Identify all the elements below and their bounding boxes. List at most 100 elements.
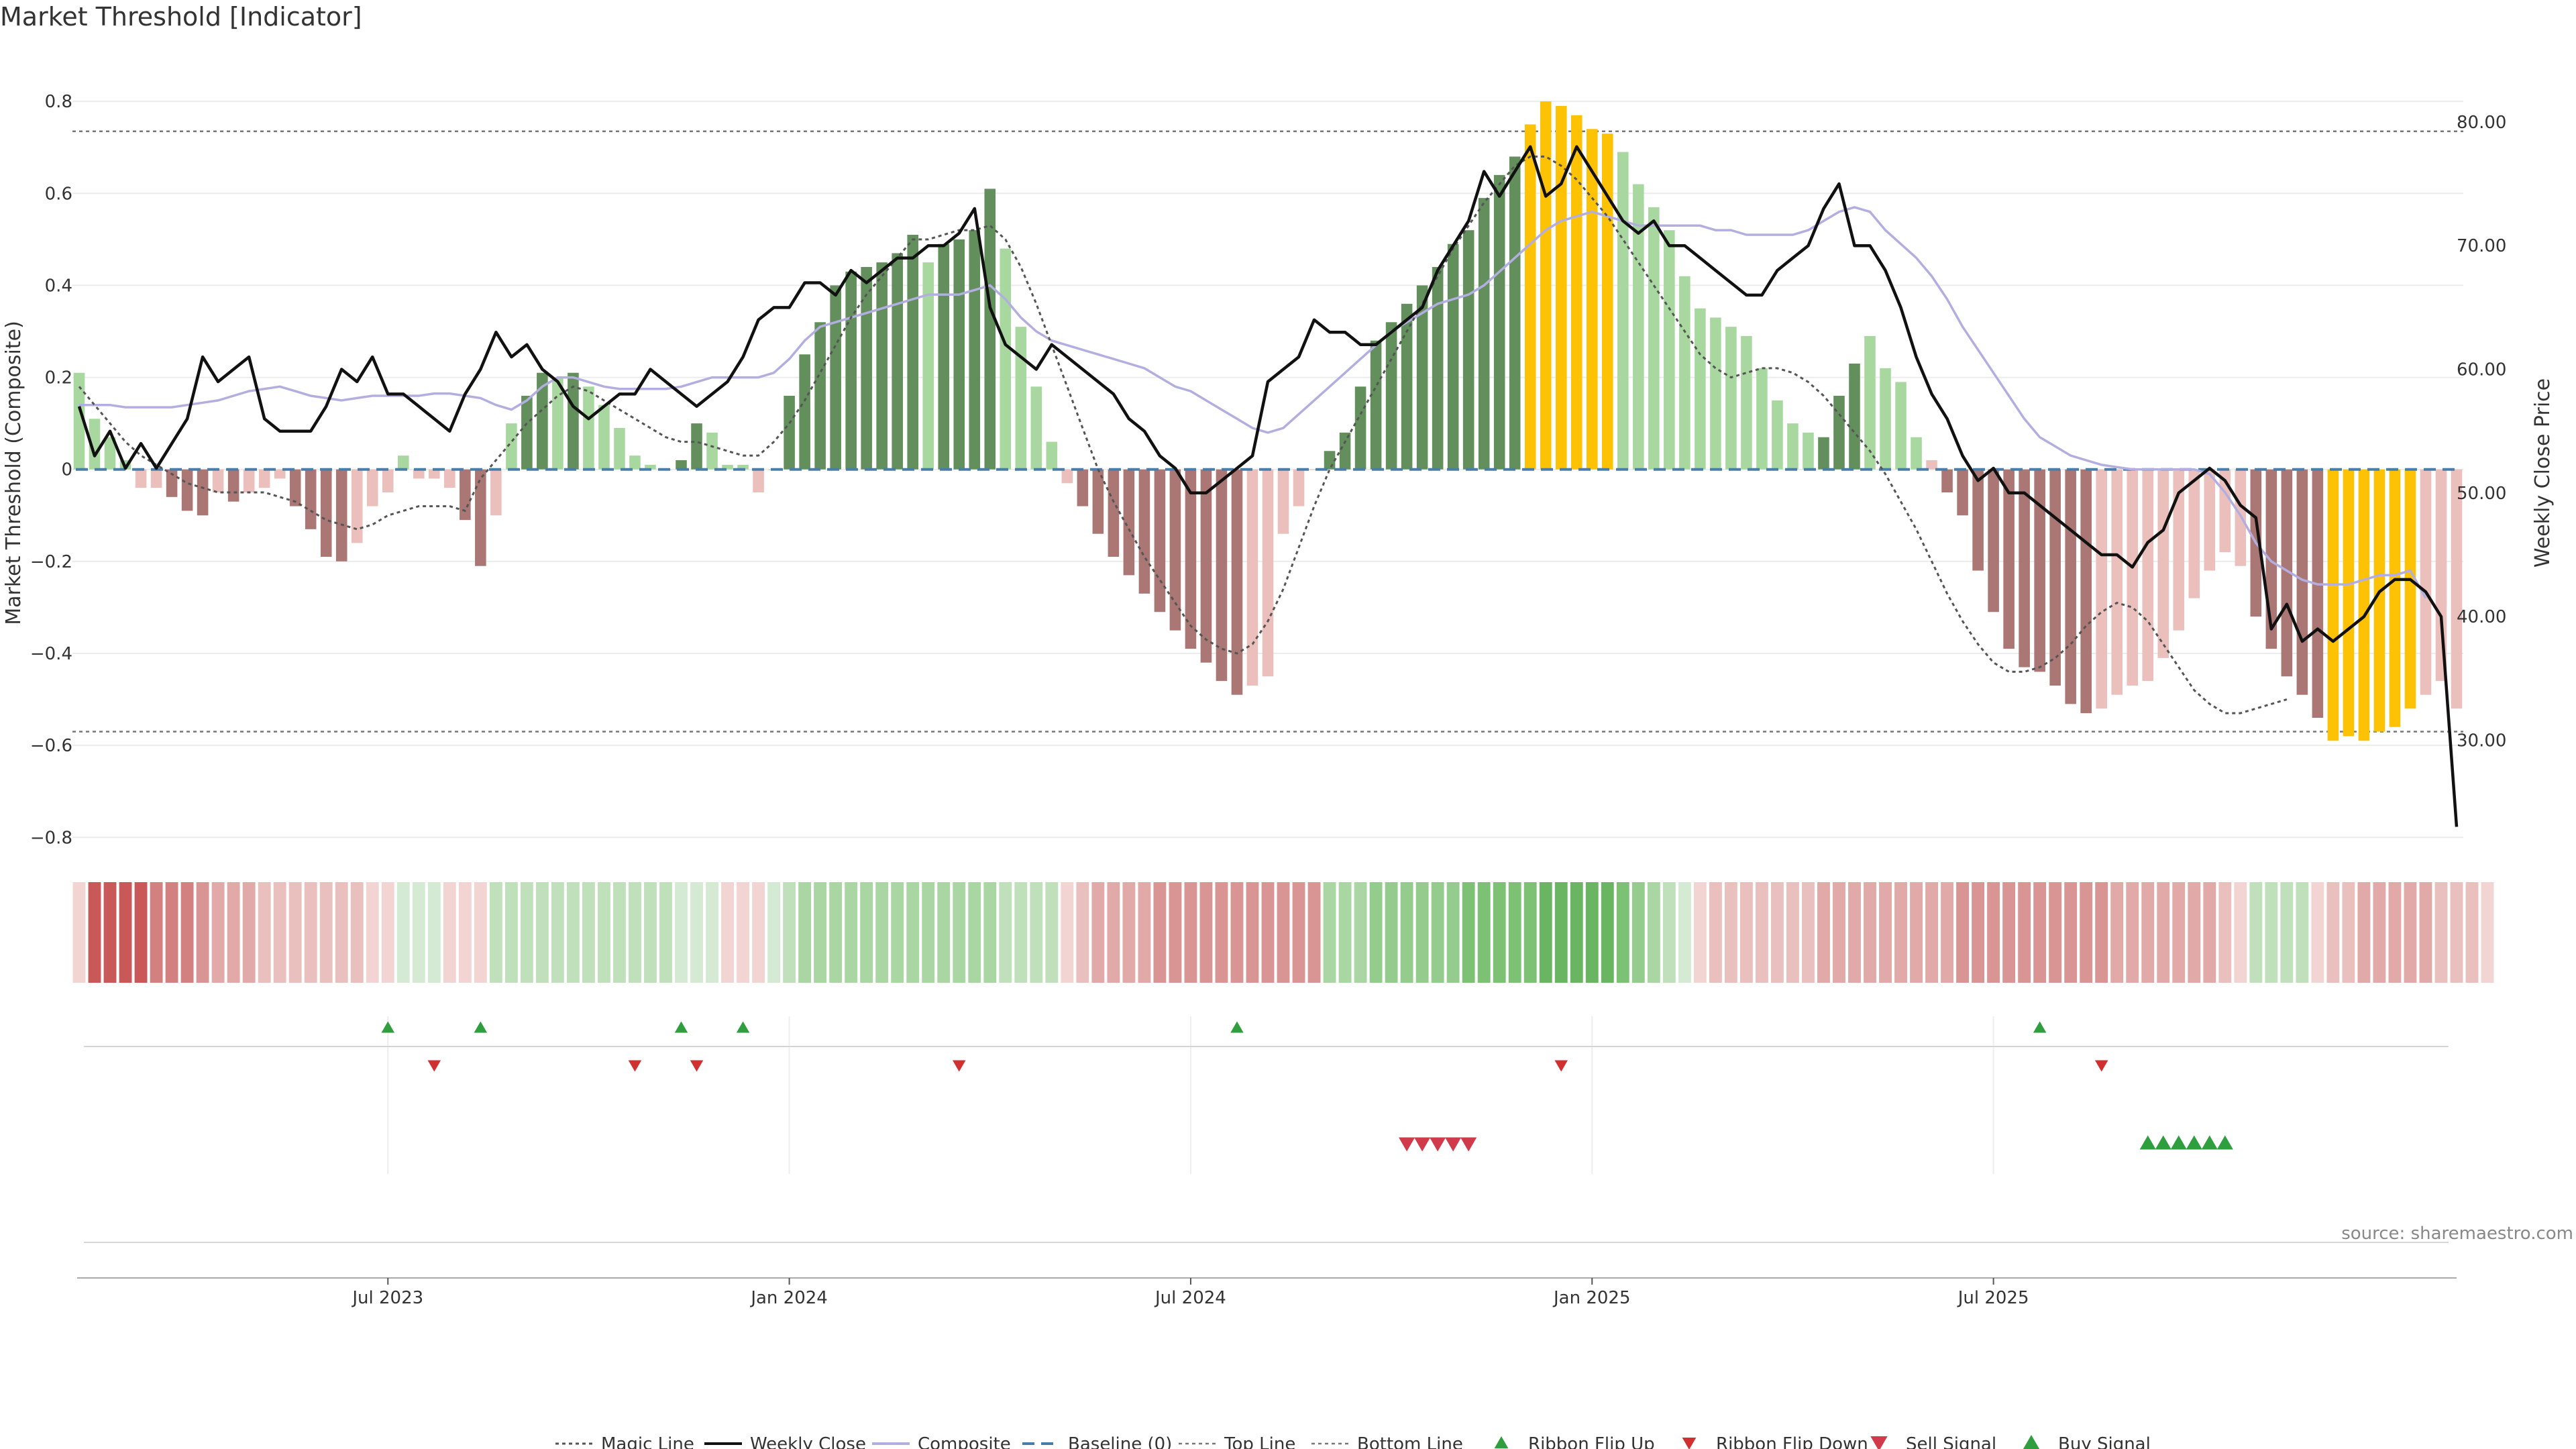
y-tick-label: −0.2 <box>30 552 72 572</box>
ribbon-cell <box>2419 882 2432 983</box>
ribbon-cell <box>2080 882 2093 983</box>
ribbon-cell <box>1941 882 1954 983</box>
ribbon-cell <box>1786 882 1799 983</box>
composite-bar <box>460 469 471 521</box>
ribbon-cell <box>1879 882 1892 983</box>
ribbon-cell <box>706 882 718 983</box>
composite-line <box>79 206 2427 599</box>
ribbon-cell <box>227 882 240 983</box>
composite-bar <box>722 464 733 470</box>
y-tick-label: −0.4 <box>30 644 72 664</box>
composite-bar <box>1447 244 1459 470</box>
y2-tick-label: 60.00 <box>2457 360 2506 380</box>
ribbon-cell <box>644 882 657 983</box>
composite-bar <box>1648 207 1660 470</box>
composite-bar <box>1695 308 1706 470</box>
ribbon-cell <box>767 882 781 983</box>
composite-bar <box>861 267 872 470</box>
ribbon-cell <box>953 882 966 983</box>
sell-signal-marker <box>1445 1137 1462 1152</box>
composite-bar <box>1617 152 1629 470</box>
y2-axis-label: Weekly Close Price <box>2531 378 2555 568</box>
ribbon-cell <box>1972 882 1985 983</box>
composite-bar <box>135 469 147 488</box>
ribbon-cell <box>937 882 951 983</box>
composite-bar <box>1246 469 1258 686</box>
composite-bar <box>537 372 548 470</box>
composite-bar <box>1679 276 1690 470</box>
ribbon-cell <box>1709 882 1722 983</box>
ribbon-flip-up-marker <box>1230 1021 1244 1033</box>
ribbon-cell <box>798 882 812 983</box>
legend-label: Weekly Close <box>750 1434 866 1449</box>
ribbon-cell <box>2002 882 2016 983</box>
composite-bar <box>2157 469 2169 658</box>
ribbon-cell <box>1755 882 1768 983</box>
ribbon-cell <box>1539 882 1552 983</box>
composite-bar <box>645 464 656 470</box>
sell-signal-marker <box>1430 1137 1446 1152</box>
composite-bar <box>1957 469 1968 516</box>
ribbon-cell <box>2064 882 2078 983</box>
composite-bar <box>568 372 579 470</box>
ribbon-cell <box>566 882 580 983</box>
ribbon-cell <box>72 882 86 983</box>
composite-bar <box>166 469 178 497</box>
x-tick-label: Jul 2023 <box>351 1288 423 1308</box>
ribbon-cell <box>860 882 873 983</box>
buy-signal-marker <box>2139 1135 2156 1150</box>
legend-swatch-buy <box>2023 1435 2040 1449</box>
y2-tick-label: 50.00 <box>2457 484 2506 504</box>
composite-bar <box>382 469 394 492</box>
composite-bars <box>73 101 2463 741</box>
composite-bar <box>258 469 270 488</box>
composite-bar <box>2435 469 2447 682</box>
ribbon-cell <box>2218 882 2232 983</box>
composite-bar <box>1756 368 1768 470</box>
buy-signal-marker <box>2201 1135 2218 1150</box>
ribbon-cell <box>1493 882 1506 983</box>
ribbon-cell <box>180 882 194 983</box>
ribbon-cell <box>2434 882 2448 983</box>
composite-bar <box>1478 198 1490 470</box>
legend-swatch-sell <box>1870 1436 1888 1449</box>
composite-bar <box>1432 267 1444 470</box>
ribbon-cell <box>737 882 749 983</box>
composite-bar <box>2173 469 2185 631</box>
ribbon-cell <box>1354 882 1367 983</box>
ribbon-cell <box>1292 882 1305 983</box>
composite-bar <box>784 396 795 470</box>
ribbon-cell <box>1061 882 1074 983</box>
ribbon-cell <box>2049 882 2062 983</box>
y2-tick-label: 70.00 <box>2457 236 2506 256</box>
composite-bar <box>799 354 810 470</box>
composite-bar <box>614 428 625 470</box>
composite-bar <box>1324 451 1336 470</box>
legend-label: Top Line <box>1224 1434 1295 1449</box>
legend-label: Baseline (0) <box>1068 1434 1172 1449</box>
magic-line <box>78 155 2288 714</box>
ribbon-flip-down-marker <box>690 1060 704 1072</box>
composite-bar <box>2343 469 2355 737</box>
composite-bar <box>243 469 255 492</box>
ribbon-cell <box>1693 882 1707 983</box>
ribbon-flip-up-marker <box>2033 1021 2047 1033</box>
ribbon-cell <box>2357 882 2371 983</box>
chart-lines <box>76 145 2460 827</box>
composite-bar <box>2080 469 2092 714</box>
composite-bar <box>1262 469 1274 677</box>
composite-bar <box>1493 174 1505 470</box>
composite-bar <box>351 469 363 543</box>
ribbon-cell <box>381 882 394 983</box>
legend-swatch-flip-up <box>1494 1436 1509 1448</box>
ribbon-cell <box>1802 882 1815 983</box>
ribbon-flip-up-marker <box>381 1021 395 1033</box>
composite-bar <box>1509 156 1521 470</box>
composite-bar <box>892 253 903 470</box>
composite-bar <box>2327 469 2339 741</box>
composite-bar <box>1664 230 1675 470</box>
ribbon-cell <box>968 882 981 983</box>
ribbon-cell <box>906 882 920 983</box>
composite-bar <box>366 469 378 506</box>
composite-bar <box>629 455 641 470</box>
